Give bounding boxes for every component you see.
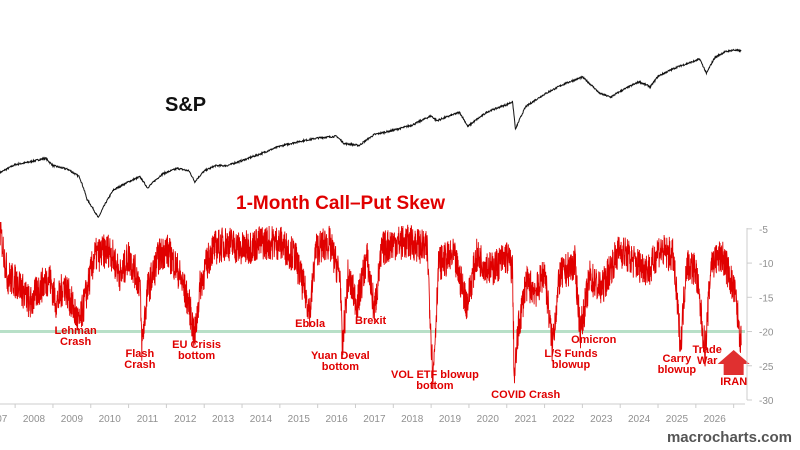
annotation-brexit: Brexit — [355, 315, 387, 327]
annotation-text: blowup — [658, 364, 697, 376]
skew-title: 1-Month Call–Put Skew — [236, 193, 445, 214]
annotation-text: IRAN — [720, 376, 747, 388]
annotation-text: bottom — [178, 350, 215, 362]
axes: 2007 2008 2009 2010 2011 2012 2013 2014 2015 2016… — [0, 225, 774, 425]
sp-panel — [0, 48, 742, 219]
annotation-text: L/S Funds — [544, 348, 597, 360]
annotation-text: Brexit — [355, 315, 387, 327]
annotation-text: Crash — [124, 359, 155, 371]
y-tick-label: -15 — [759, 293, 774, 304]
x-tick-label: 2019 — [439, 414, 462, 425]
annotation-text: Omicron — [571, 334, 617, 346]
annotation-text: War — [697, 355, 718, 367]
x-tick-label: 2018 — [401, 414, 424, 425]
annotation-text: COVID Crash — [491, 389, 560, 401]
annotation-text: blowup — [552, 359, 591, 371]
x-tick-label: 2014 — [250, 414, 273, 425]
y-tick-label: -10 — [759, 259, 774, 270]
annotation-text: Carry — [663, 353, 693, 365]
annotation-omicron: Omicron — [571, 334, 617, 346]
skew-panel — [0, 221, 745, 389]
x-tick-label: 2012 — [174, 414, 197, 425]
annotation-ebola: Ebola — [295, 318, 326, 330]
x-tick-label: 2024 — [628, 414, 651, 425]
annotation-iran: IRAN — [720, 376, 747, 388]
x-tick-label: 2023 — [590, 414, 613, 425]
x-tick-label: 2010 — [99, 414, 122, 425]
annotation-text: EU Crisis — [172, 339, 221, 351]
x-tick-label: 2011 — [137, 414, 159, 425]
x-tick-label: 2009 — [61, 414, 84, 425]
annotation-text: Crash — [60, 336, 91, 348]
y-tick-label: -30 — [759, 396, 774, 407]
watermark: macrocharts.com — [666, 429, 792, 446]
y-tick-label: -20 — [759, 328, 774, 339]
annotation-covid-crash: COVID Crash — [491, 389, 560, 401]
x-tick-label: 2022 — [552, 414, 575, 425]
x-tick-label: 2007 — [0, 414, 8, 425]
annotation-text: Flash — [126, 348, 155, 360]
annotation-text: Yuan Deval — [311, 350, 370, 362]
annotation-text: Trade — [693, 344, 722, 356]
x-tick-label: 2026 — [704, 414, 727, 425]
x-tick-label: 2021 — [515, 414, 538, 425]
sp-series-line — [0, 48, 742, 219]
skew-series-line — [0, 221, 742, 389]
annotation-text: bottom — [322, 361, 359, 373]
sp-title: S&P — [165, 94, 206, 116]
x-tick-label: 2020 — [477, 414, 500, 425]
x-tick-label: 2008 — [23, 414, 46, 425]
x-tick-label: 2016 — [325, 414, 348, 425]
x-tick-label: 2015 — [288, 414, 311, 425]
up-arrow-icon — [717, 350, 750, 375]
annotation-text: VOL ETF blowup — [391, 369, 479, 381]
x-tick-label: 2025 — [666, 414, 689, 425]
annotation-text: Ebola — [295, 318, 326, 330]
x-tick-label: 2017 — [363, 414, 386, 425]
x-tick-label: 2013 — [212, 414, 235, 425]
y-tick-label: -25 — [759, 362, 774, 373]
annotation-text: bottom — [416, 380, 453, 392]
annotation-text: Lehman — [55, 325, 97, 337]
y-tick-label: -5 — [759, 225, 768, 236]
